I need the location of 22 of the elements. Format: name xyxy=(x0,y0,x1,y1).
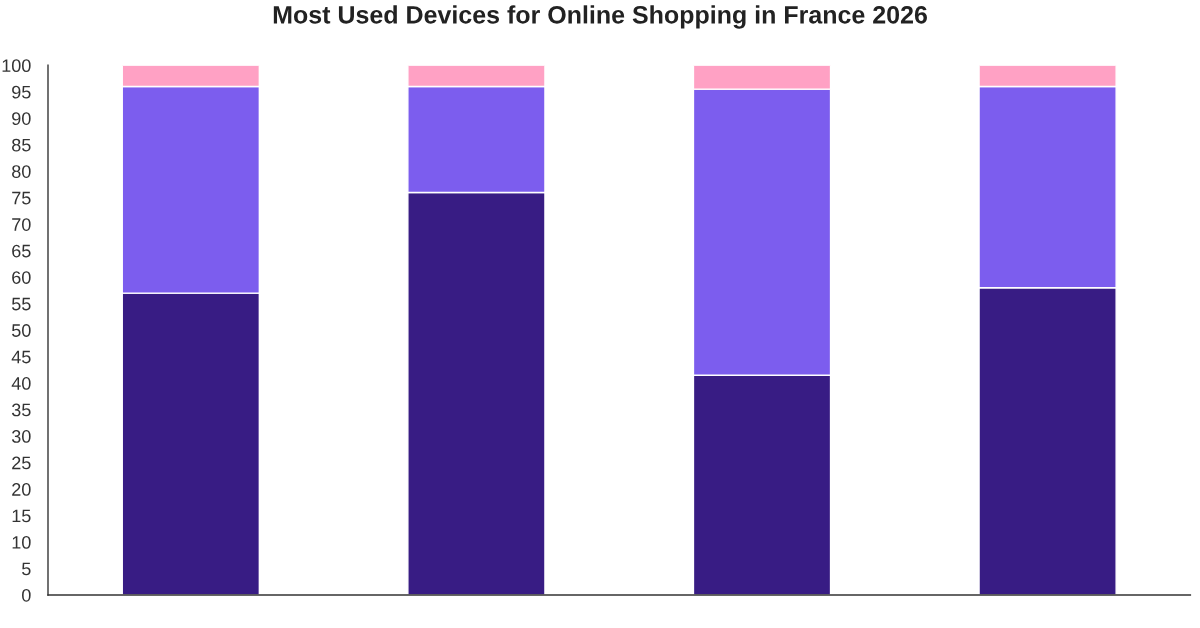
y-tick-label: 30 xyxy=(11,430,31,443)
y-tick-label: 5 xyxy=(22,562,31,576)
y-tick-label: 50 xyxy=(11,324,31,337)
y-tick-label: 55 xyxy=(11,297,31,311)
y-tick-label: 70 xyxy=(12,218,31,231)
y-tick-label: 100 xyxy=(2,59,31,73)
y-tick-label: 85 xyxy=(12,138,31,152)
y-tick-label: 60 xyxy=(12,271,31,284)
y-tick-label: 90 xyxy=(12,112,31,125)
y-tick-label: 80 xyxy=(12,165,31,178)
y-tick-label: 75 xyxy=(12,191,31,205)
y-tick-label: 15 xyxy=(12,509,31,523)
chart-title: Most Used Devices for Online Shopping in France 2026 xyxy=(273,5,927,29)
y-tick-label: 10 xyxy=(12,535,31,549)
y-tick-label: 25 xyxy=(12,456,31,470)
y-tick-label: 40 xyxy=(11,377,31,390)
y-tick-label: 65 xyxy=(12,244,31,258)
y-tick-label: 35 xyxy=(11,403,31,417)
y-tick-label: 45 xyxy=(11,350,31,364)
y-tick-label: 95 xyxy=(12,85,31,99)
y-tick-label: 0 xyxy=(22,588,31,602)
y-tick-label: 20 xyxy=(12,483,31,496)
